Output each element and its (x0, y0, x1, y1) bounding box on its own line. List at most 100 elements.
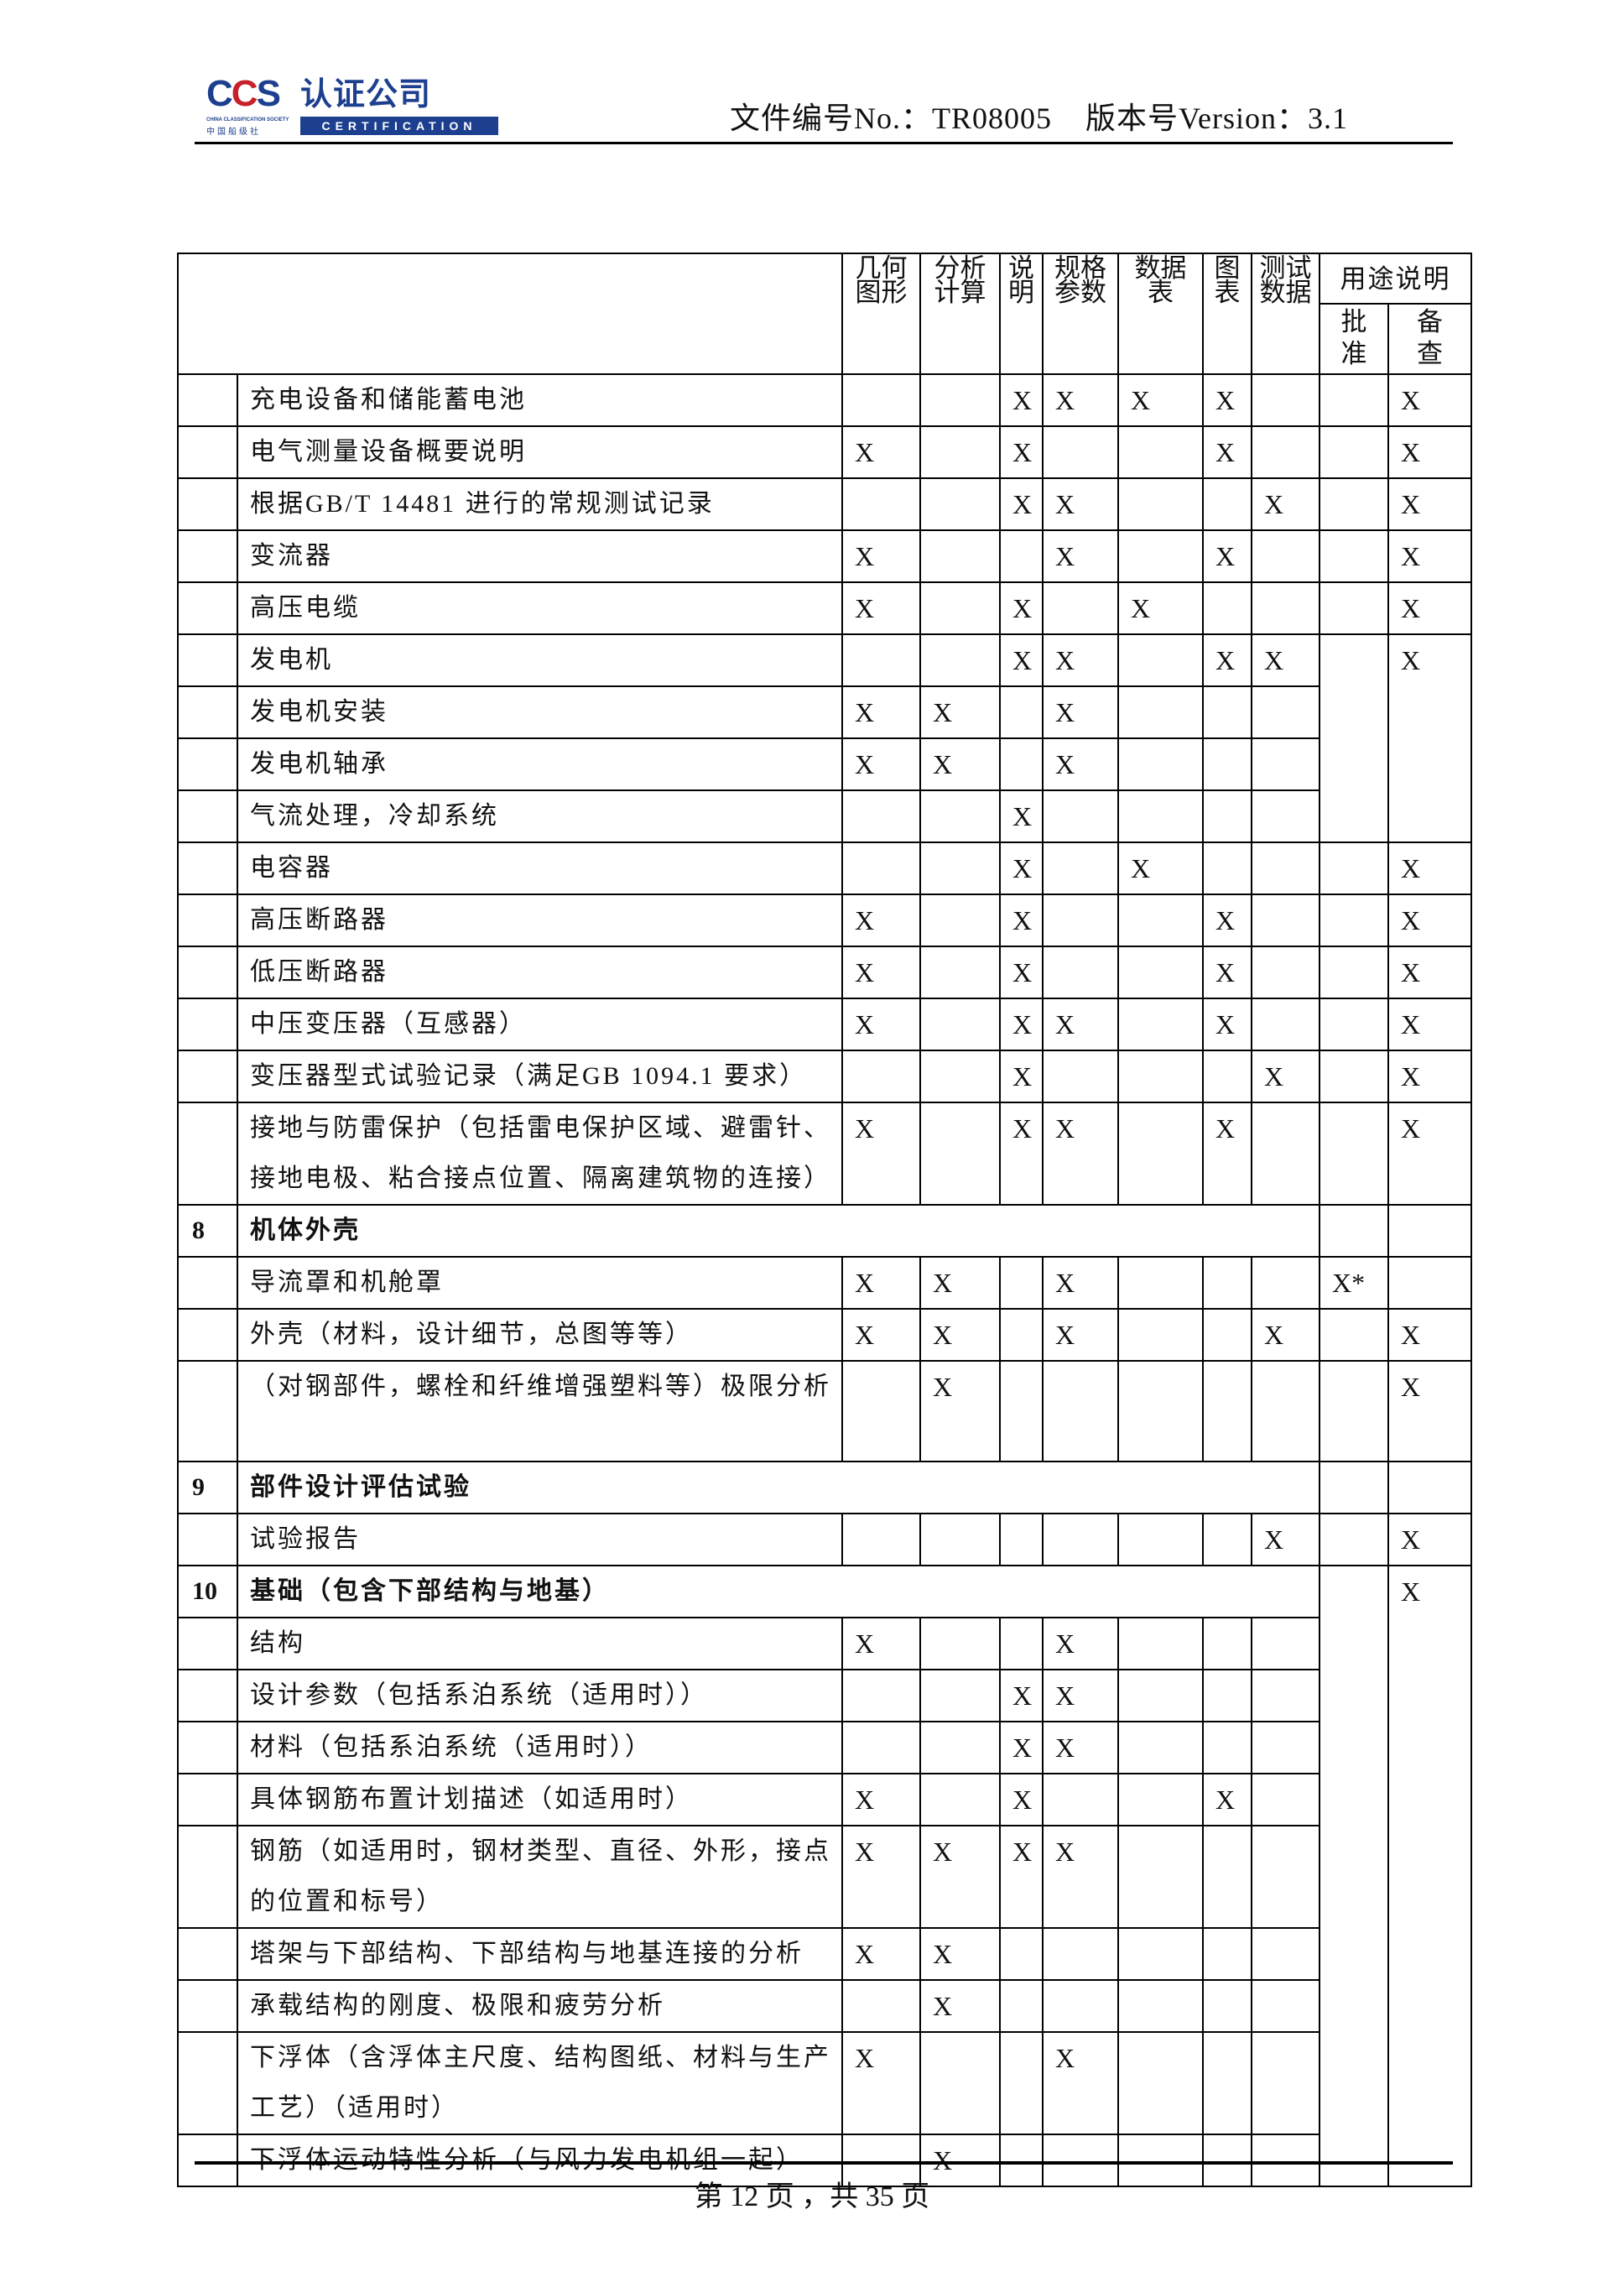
record-cell: X (1387, 1050, 1472, 1103)
mark-cell (1251, 1721, 1320, 1774)
mark-cell (1251, 1825, 1320, 1929)
mark-cell (1202, 1256, 1252, 1310)
mark-cell (919, 998, 1001, 1051)
mark-cell (999, 2031, 1044, 2135)
section-number (177, 1669, 238, 1722)
mark-cell: X (1117, 373, 1204, 427)
mark-cell (1251, 737, 1320, 791)
table-row: 低压断路器 X X X X (177, 946, 1472, 999)
mark-cell: X (999, 633, 1044, 687)
mark-cell (1042, 1927, 1119, 1981)
mark-cell (1251, 2031, 1320, 2135)
mark-cell: X (1202, 633, 1252, 687)
mark-cell (1202, 1617, 1252, 1670)
mark-cell: X (1042, 1102, 1119, 1206)
mark-cell: X (1202, 529, 1252, 583)
table-row: 试验报告 X X (177, 1513, 1472, 1566)
mark-cell (841, 373, 921, 427)
mark-cell (841, 1050, 921, 1103)
mark-cell (999, 2134, 1044, 2187)
approve-cell (1319, 1360, 1389, 1462)
item-description: 低压断路器 (237, 946, 843, 999)
mark-cell (919, 1773, 1001, 1826)
approve-cell (1319, 1308, 1389, 1362)
mark-cell: X (841, 529, 921, 583)
mark-cell (1202, 737, 1252, 791)
mark-cell: X (841, 894, 921, 947)
section-number (177, 1773, 238, 1826)
mark-cell (999, 737, 1044, 791)
record-cell (1387, 1256, 1472, 1310)
ccs-certification-logo: CCS 认证公司 CHINA CLASSIFICATION SOCIETY 中国… (206, 76, 500, 137)
mark-cell (919, 1669, 1001, 1722)
mark-cell: X (919, 1308, 1001, 1362)
mark-cell: X (919, 1360, 1001, 1462)
record-cell: X (1387, 477, 1472, 531)
mark-cell (919, 1050, 1001, 1103)
record-cell: X (1387, 1360, 1472, 1462)
section-number (177, 1308, 238, 1362)
item-description: 电气测量设备概要说明 (237, 425, 843, 479)
section-title: 部件设计评估试验 (237, 1461, 1320, 1514)
section-number (177, 946, 238, 999)
table-row: 中压变压器（互感器） X X X X X (177, 998, 1472, 1051)
item-description: （对钢部件，螺栓和纤维增强塑料等）极限分析 (237, 1360, 843, 1462)
mark-cell (1042, 1360, 1119, 1462)
mark-cell (1202, 1360, 1252, 1462)
item-description: 导流罩和机舱罩 (237, 1256, 843, 1310)
mark-cell (1251, 529, 1320, 583)
mark-cell (1117, 946, 1204, 999)
column-header: 规格 参数 (1042, 253, 1119, 375)
record-header: 备 查 (1387, 303, 1472, 375)
mark-cell (1251, 1102, 1320, 1206)
mark-cell (1251, 894, 1320, 947)
column-header: 测试 数据 (1251, 253, 1320, 375)
mark-cell: X (1251, 1050, 1320, 1103)
section-number: 8 (177, 1204, 238, 1258)
section-number (177, 1825, 238, 1929)
section-row: 8 机体外壳 (177, 1204, 1472, 1258)
mark-cell: X (1042, 1825, 1119, 1929)
column-header: 几何 图形 (841, 253, 921, 375)
approve-cell (1319, 998, 1389, 1051)
table-row: 高压电缆 X X X X (177, 581, 1472, 635)
mark-cell (1117, 633, 1204, 687)
mark-cell: X (1042, 1308, 1119, 1362)
column-header: 分析 计算 (919, 253, 1001, 375)
mark-cell: X (841, 737, 921, 791)
table-row: 设计参数（包括系泊系统（适用时）） X X (177, 1669, 1471, 1722)
mark-cell (919, 1721, 1001, 1774)
section-row: 10 基础（包含下部结构与地基） X (177, 1565, 1472, 2187)
mark-cell: X (841, 1825, 921, 1929)
item-description: 气流处理，冷却系统 (237, 789, 843, 843)
record-cell: X (1387, 1308, 1472, 1362)
mark-cell (919, 425, 1001, 479)
mark-cell (1042, 946, 1119, 999)
record-cell (1387, 1204, 1472, 1258)
mark-cell (1117, 894, 1204, 947)
mark-cell: X (999, 1102, 1044, 1206)
section-number (177, 1102, 238, 1206)
section-number (177, 2134, 238, 2187)
mark-cell (1042, 581, 1119, 635)
mark-cell (1117, 789, 1204, 843)
table-row: 气流处理，冷却系统 X (177, 789, 1471, 843)
table-row: 钢筋（如适用时，钢材类型、直径、外形，接点的位置和标号） X X X X (177, 1825, 1471, 1929)
mark-cell (1202, 1721, 1252, 1774)
mark-cell (1202, 1979, 1252, 2033)
mark-cell (919, 529, 1001, 583)
mark-cell: X (1251, 477, 1320, 531)
logo-name: 认证公司 (300, 76, 432, 112)
mark-cell (1202, 1825, 1252, 1929)
mark-cell (999, 529, 1044, 583)
mark-cell (1202, 842, 1252, 895)
table-row: 外壳（材料，设计细节，总图等等） X X X X X (177, 1308, 1472, 1362)
mark-cell (1202, 1927, 1252, 1981)
mark-cell (1117, 529, 1204, 583)
mark-cell: X (1117, 581, 1204, 635)
mark-cell (919, 1102, 1001, 1206)
mark-cell: X (1042, 998, 1119, 1051)
section-title: 基础（包含下部结构与地基） (237, 1565, 1320, 1618)
mark-cell (999, 1256, 1044, 1310)
mark-cell: X (999, 1050, 1044, 1103)
